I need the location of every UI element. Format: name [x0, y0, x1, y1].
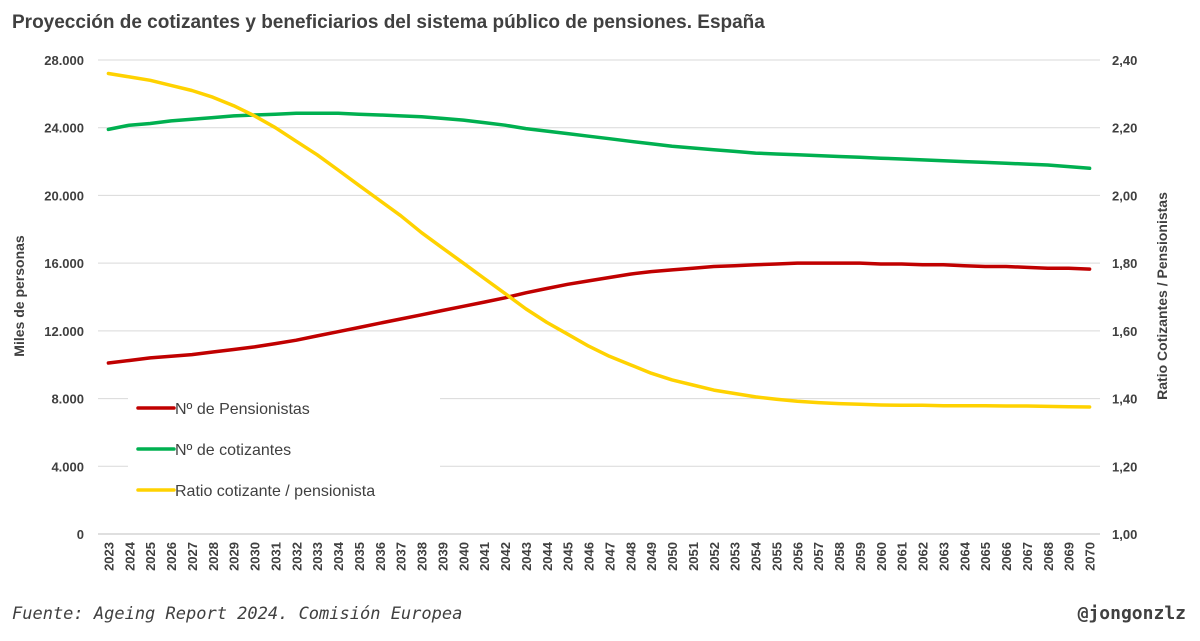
x-tick-label: 2035	[352, 542, 367, 571]
x-tick-label: 2061	[895, 542, 910, 571]
x-tick-label: 2070	[1083, 542, 1098, 571]
x-tick-label: 2052	[707, 542, 722, 571]
x-tick-label: 2036	[373, 542, 388, 571]
right-axis-ticks: 1,00 1,20 1,40 1,60 1,80 2,00 2,20 2,40	[1112, 53, 1137, 542]
y-left-tick-label: 24.000	[44, 121, 84, 136]
x-tick-label: 2045	[561, 542, 576, 571]
y-left-tick-label: 16.000	[44, 256, 84, 271]
x-tick-label: 2029	[227, 542, 242, 571]
x-tick-label: 2066	[999, 542, 1014, 571]
legend: Nº de Pensionistas Nº de cotizantes Ratio …	[128, 388, 440, 512]
x-tick-label: 2050	[665, 542, 680, 571]
y-right-tick-label: 2,20	[1112, 121, 1137, 136]
x-tick-label: 2047	[602, 542, 617, 571]
series-lines	[106, 71, 1092, 409]
x-tick-label: 2057	[811, 542, 826, 571]
x-tick-label: 2032	[289, 542, 304, 571]
author-handle: @jongonzlz	[1077, 603, 1186, 624]
x-tick-label: 2043	[519, 542, 534, 571]
y-right-tick-label: 2,40	[1112, 53, 1137, 68]
legend-box	[128, 388, 440, 512]
x-tick-label: 2037	[394, 542, 409, 571]
left-axis-ticks: 0 4.000 8.000 12.000 16.000 20.000 24.000 28.00…	[44, 53, 84, 542]
x-tick-label: 2069	[1062, 542, 1077, 571]
x-tick-label: 2038	[415, 542, 430, 571]
x-tick-label: 2065	[978, 542, 993, 571]
x-tick-label: 2041	[477, 542, 492, 571]
y-left-tick-label: 28.000	[44, 53, 84, 68]
x-tick-label: 2056	[790, 542, 805, 571]
x-tick-label: 2044	[540, 541, 555, 571]
legend-label: Nº de Pensionistas	[175, 401, 310, 418]
x-tick-label: 2067	[1020, 542, 1035, 571]
x-tick-label: 2042	[498, 542, 513, 571]
x-tick-label: 2055	[769, 542, 784, 571]
x-tick-label: 2026	[164, 542, 179, 571]
series-line-1	[106, 111, 1092, 171]
x-tick-label: 2023	[101, 542, 116, 571]
x-tick-label: 2048	[623, 542, 638, 571]
y-axis-left-title: Miles de personas	[11, 235, 27, 357]
y-left-tick-label: 0	[77, 527, 84, 542]
legend-label: Ratio cotizante / pensionista	[175, 483, 375, 500]
y-left-tick-label: 4.000	[51, 459, 84, 474]
x-tick-label: 2064	[957, 541, 972, 571]
legend-label: Nº de cotizantes	[175, 442, 291, 459]
x-tick-label: 2039	[435, 542, 450, 571]
x-tick-label: 2040	[456, 542, 471, 571]
x-tick-label: 2031	[268, 542, 283, 571]
x-tick-label: 2034	[331, 541, 346, 571]
x-tick-label: 2046	[582, 542, 597, 571]
x-tick-label: 2053	[728, 542, 743, 571]
x-axis-ticks: 2023 2024 2025 2026 2027 2028 2029 2030 2031 2032…	[101, 541, 1097, 571]
series-line-2	[106, 71, 1092, 409]
x-tick-label: 2063	[936, 542, 951, 571]
x-tick-label: 2028	[206, 542, 221, 571]
x-tick-label: 2058	[832, 542, 847, 571]
y-right-tick-label: 1,40	[1112, 392, 1137, 407]
y-left-tick-label: 12.000	[44, 324, 84, 339]
x-tick-label: 2051	[686, 542, 701, 571]
y-left-tick-label: 8.000	[51, 392, 84, 407]
x-tick-label: 2054	[749, 541, 764, 571]
y-right-tick-label: 1,00	[1112, 527, 1137, 542]
x-tick-label: 2059	[853, 542, 868, 571]
x-tick-label: 2068	[1041, 542, 1056, 571]
y-left-tick-label: 20.000	[44, 188, 84, 203]
y-right-tick-label: 1,20	[1112, 459, 1137, 474]
x-tick-label: 2024	[122, 541, 137, 571]
x-tick-label: 2027	[185, 542, 200, 571]
y-right-tick-label: 2,00	[1112, 188, 1137, 203]
x-tick-label: 2060	[874, 542, 889, 571]
series-line-0	[106, 261, 1092, 365]
x-tick-label: 2033	[310, 542, 325, 571]
x-tick-label: 2030	[248, 542, 263, 571]
y-right-tick-label: 1,80	[1112, 256, 1137, 271]
y-axis-right-title: Ratio Cotizantes / Pensionistas	[1154, 192, 1170, 400]
chart-title: Proyección de cotizantes y beneficiarios…	[12, 12, 765, 33]
x-tick-label: 2025	[143, 542, 158, 571]
source-note: Fuente: Ageing Report 2024. Comisión Eur…	[12, 604, 463, 624]
y-right-tick-label: 1,60	[1112, 324, 1137, 339]
x-tick-label: 2062	[916, 542, 931, 571]
x-tick-label: 2049	[644, 542, 659, 571]
